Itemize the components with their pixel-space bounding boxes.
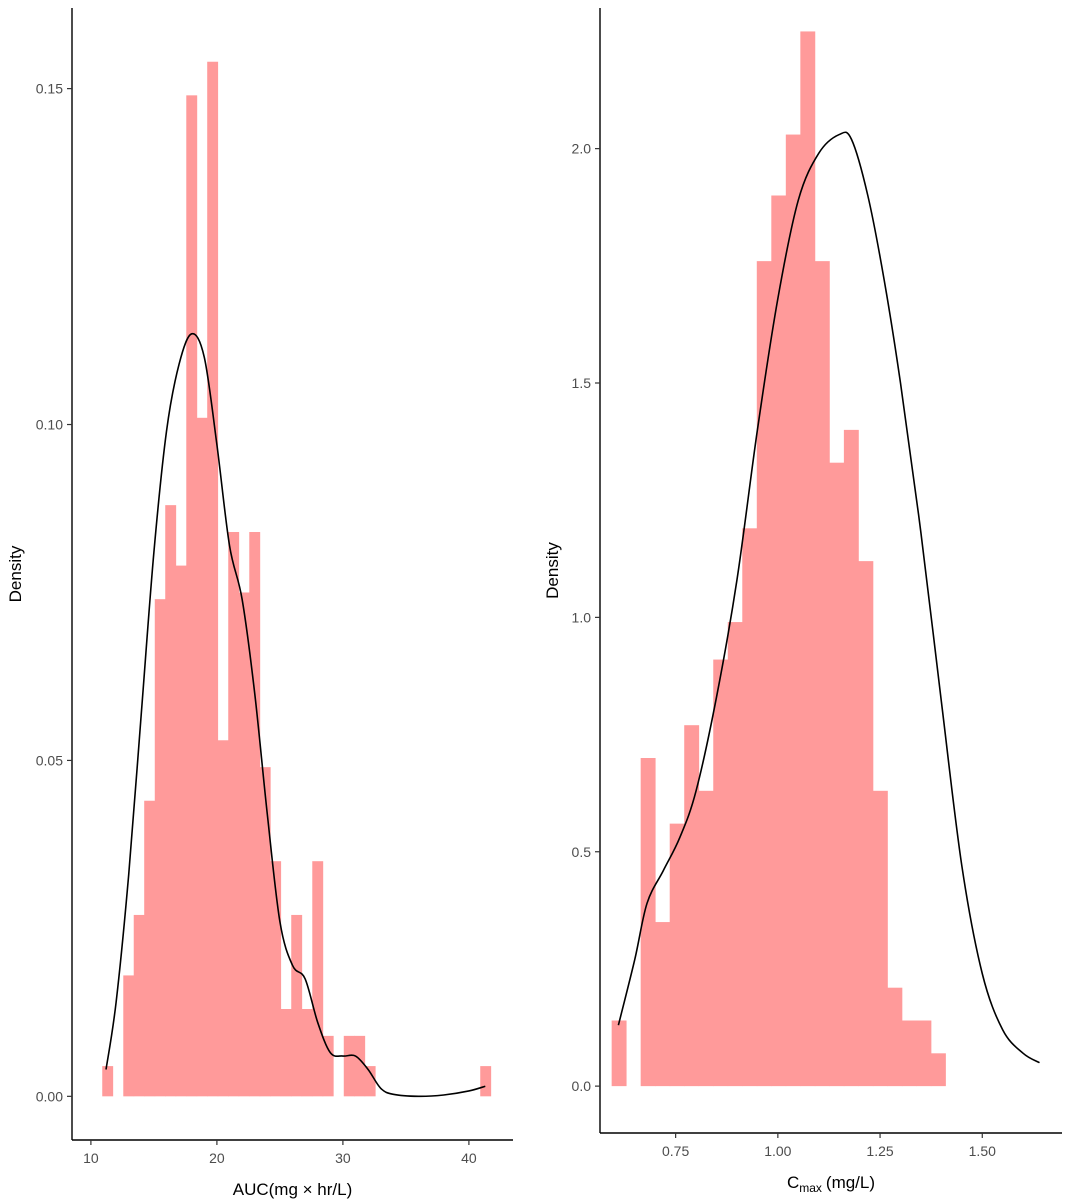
- auc-bar-18: [291, 914, 303, 1097]
- cmax-bar-19: [887, 987, 903, 1087]
- auc-bar-2: [123, 975, 135, 1097]
- auc-bar-0: [102, 1066, 114, 1097]
- cmax-bar-16: [843, 429, 859, 1087]
- cmax-bar-18: [872, 790, 888, 1087]
- cmax-y-tick-label: 0.0: [572, 1078, 592, 1094]
- cmax-bar-4: [669, 823, 685, 1087]
- cmax-bar-15: [829, 462, 845, 1087]
- auc-bar-16: [270, 861, 282, 1097]
- auc-bar-17: [280, 1009, 292, 1097]
- cmax-bar-7: [713, 659, 729, 1087]
- auc-y-tick-label: 0.15: [36, 81, 63, 97]
- auc-bar-4: [144, 800, 156, 1097]
- auc-y-tick-label: 0.00: [36, 1088, 63, 1104]
- auc-x-ticks: 10 20 30 40: [83, 1140, 477, 1166]
- cmax-y-tick-label: 2.0: [572, 141, 592, 157]
- auc-x-tick-label: 20: [209, 1150, 225, 1166]
- auc-bar-3: [133, 914, 145, 1097]
- cmax-x-tick-label: 1.50: [969, 1143, 996, 1159]
- auc-bar-6: [165, 505, 177, 1097]
- cmax-bar-12: [785, 134, 801, 1087]
- cmax-bar-13: [800, 31, 816, 1087]
- cmax-bar-3: [655, 922, 671, 1087]
- cmax-bar-2: [640, 758, 656, 1087]
- cmax-x-axis-title-subscript: max: [799, 1181, 822, 1195]
- auc-y-axis-title: Density: [6, 545, 25, 602]
- cmax-bar-9: [742, 528, 758, 1087]
- cmax-x-axis-title-main: C: [787, 1173, 799, 1192]
- auc-bar-19: [301, 1009, 313, 1097]
- cmax-bar-14: [814, 261, 830, 1087]
- cmax-histogram-panel: 0.0 0.5 1.0 1.5 2.0 0.75 1.00 1.25 1.50 Density…: [543, 8, 1062, 1195]
- auc-y-tick-label: 0.05: [36, 752, 63, 768]
- cmax-y-tick-label: 0.5: [572, 844, 592, 860]
- cmax-x-tick-label: 1.25: [866, 1143, 893, 1159]
- auc-x-tick-label: 30: [335, 1150, 351, 1166]
- auc-bar-5: [154, 599, 166, 1097]
- auc-bar-20: [312, 861, 324, 1097]
- cmax-x-tick-label: 0.75: [662, 1143, 689, 1159]
- auc-bar-24: [354, 1035, 366, 1097]
- cmax-bar-22: [930, 1053, 946, 1087]
- auc-bar-21: [322, 1035, 334, 1097]
- auc-density-curve: [105, 332, 486, 1098]
- auc-bar-7: [175, 565, 187, 1097]
- auc-histogram-panel: 0.00 0.05 0.10 0.15 10 20 30 40 Density AUC(mg…: [6, 8, 513, 1199]
- auc-bar-12: [228, 532, 240, 1097]
- auc-x-tick-label: 10: [83, 1150, 99, 1166]
- cmax-x-axis-title: Cmax (mg/L): [787, 1173, 875, 1195]
- auc-x-tick-label: 40: [461, 1150, 477, 1166]
- cmax-bar-5: [684, 725, 700, 1087]
- cmax-density-curve: [617, 131, 1040, 1064]
- auc-x-axis-title: AUC(mg × hr/L): [233, 1180, 353, 1199]
- auc-bar-27: [480, 1066, 492, 1097]
- auc-y-ticks: 0.00 0.05 0.10 0.15: [36, 81, 72, 1104]
- auc-bar-9: [196, 417, 208, 1097]
- cmax-bar-20: [901, 1020, 917, 1087]
- auc-bar-13: [238, 592, 250, 1097]
- auc-bar-15: [259, 767, 271, 1097]
- cmax-bar-17: [858, 561, 874, 1087]
- auc-bar-14: [249, 532, 261, 1097]
- cmax-bar-0: [611, 1020, 627, 1087]
- auc-bars: [102, 61, 492, 1097]
- cmax-bar-11: [771, 195, 787, 1087]
- cmax-bars: [611, 31, 946, 1087]
- cmax-bar-6: [698, 790, 714, 1087]
- cmax-y-axis-title: Density: [543, 542, 562, 599]
- cmax-x-axis-title-unit: (mg/L): [826, 1173, 875, 1192]
- auc-bar-23: [343, 1035, 355, 1097]
- auc-bar-25: [364, 1066, 376, 1097]
- auc-bar-11: [217, 740, 229, 1097]
- cmax-x-ticks: 0.75 1.00 1.25 1.50: [662, 1133, 996, 1159]
- cmax-bar-21: [916, 1020, 932, 1087]
- cmax-x-tick-label: 1.00: [764, 1143, 791, 1159]
- auc-bar-8: [186, 95, 198, 1097]
- cmax-bar-10: [756, 261, 772, 1087]
- auc-y-tick-label: 0.10: [36, 417, 63, 433]
- cmax-y-tick-label: 1.0: [572, 609, 592, 625]
- cmax-y-ticks: 0.0 0.5 1.0 1.5 2.0: [572, 141, 600, 1094]
- cmax-bar-8: [727, 622, 743, 1087]
- cmax-y-tick-label: 1.5: [572, 375, 592, 391]
- auc-bar-10: [207, 61, 219, 1097]
